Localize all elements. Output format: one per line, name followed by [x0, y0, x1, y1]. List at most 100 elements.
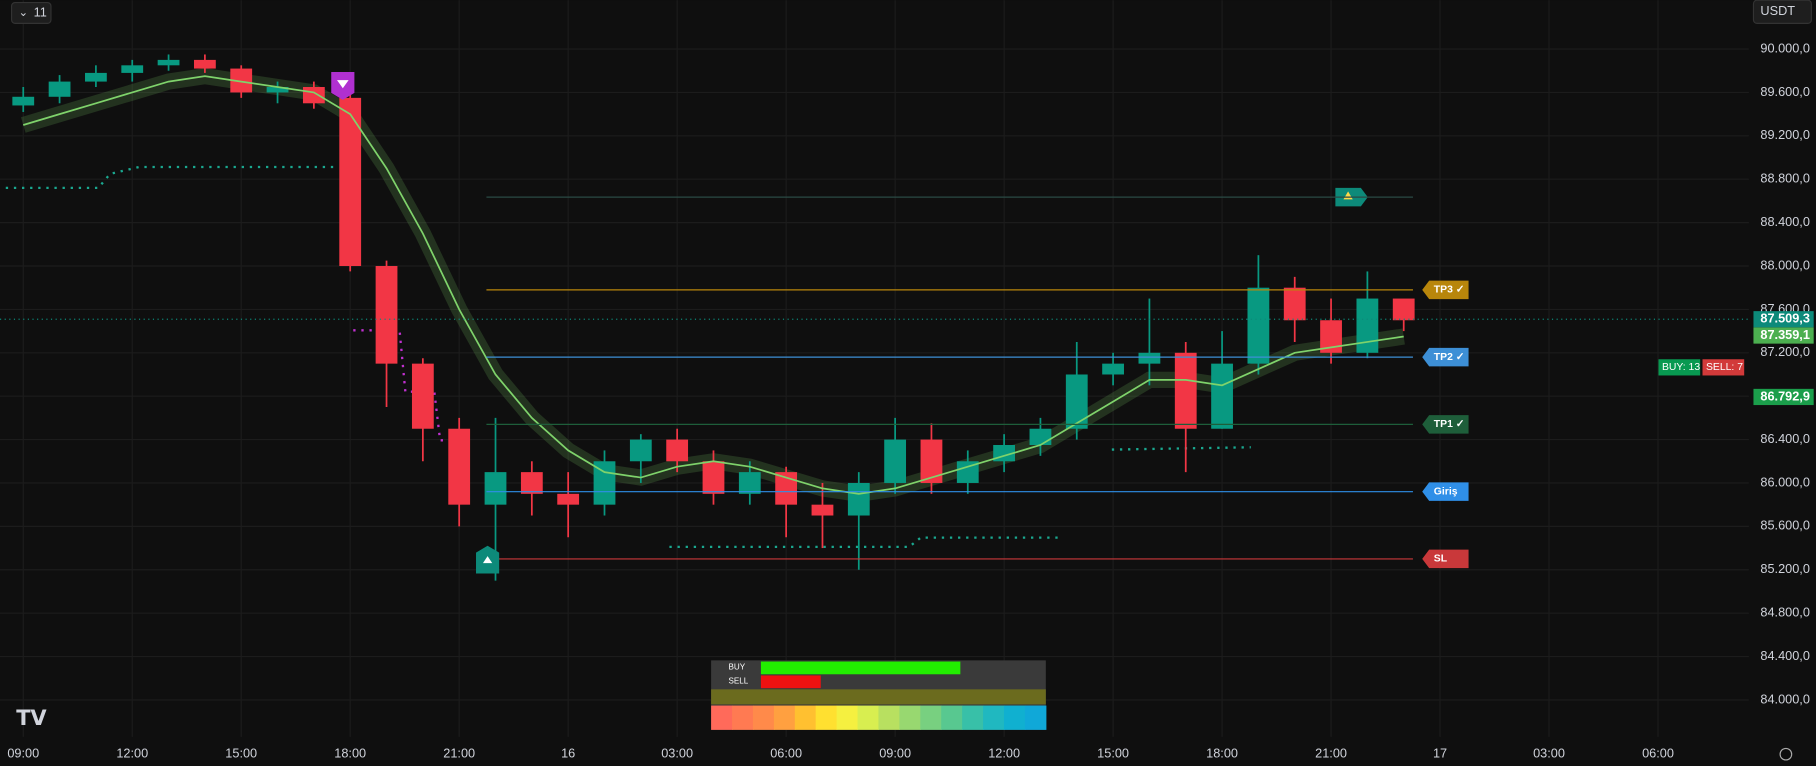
candle-body: [339, 97, 362, 267]
count-badge: [1702, 359, 1745, 376]
candle-body: [448, 428, 471, 505]
level-label: TP3 ✓: [1434, 285, 1465, 296]
settings-icon[interactable]: [1779, 747, 1793, 761]
x-tick-label: 06:00: [770, 746, 802, 761]
strip-cell: [878, 705, 900, 730]
candle-body: [375, 266, 398, 364]
candle-body: [193, 59, 216, 69]
x-tick-label: 15:00: [225, 746, 257, 761]
strip-cell: [773, 705, 796, 730]
candle-body: [121, 65, 144, 73]
x-tick-label: 16: [561, 746, 575, 761]
strip-cell: [794, 705, 817, 730]
strip-cell: [711, 705, 733, 730]
grid: [0, 0, 1749, 737]
price-tag-label: 86.792,9: [1760, 388, 1810, 403]
candle-body: [48, 81, 71, 97]
level-tag: [1422, 280, 1469, 300]
x-tick-label: 21:00: [443, 746, 475, 761]
candle-body: [1211, 363, 1233, 429]
x-tick-label: 12:00: [988, 746, 1020, 761]
candle-body: [520, 472, 543, 494]
candle-body: [1174, 352, 1197, 429]
y-tick-label: 88.000,0: [1760, 257, 1810, 272]
candle-body: [811, 504, 834, 516]
panel-bar: [760, 675, 821, 689]
level-label: Giriş: [1434, 486, 1458, 497]
candle-body: [1320, 320, 1342, 353]
candle-body: [956, 461, 979, 483]
candle-body: [1283, 287, 1306, 321]
candle-body: [1029, 428, 1052, 446]
candle-body: [557, 493, 580, 505]
interval: 11: [34, 4, 47, 19]
level-tag: [1422, 415, 1469, 434]
strip-cell: [983, 705, 1005, 730]
price-tag: [1753, 311, 1814, 328]
candle-body: [230, 68, 253, 93]
strip-cell: [857, 705, 880, 730]
y-tick-label: 85.200,0: [1760, 561, 1810, 576]
panel-row-label: BUY: [728, 662, 745, 671]
candle-body: [884, 439, 907, 483]
plot: TP3 ✓ TP2 ✓ TP1 ✓ Giriş SL BUY: 13 SELL: 7: [0, 54, 1749, 581]
candle-body: [85, 72, 107, 82]
y-tick-label: 88.800,0: [1760, 171, 1810, 186]
x-tick-label: 09:00: [879, 746, 911, 761]
y-tick-label: 84.000,0: [1760, 691, 1810, 706]
signal-panel: BUY SELL: [711, 660, 1047, 730]
panel-bar: [760, 661, 961, 675]
strip-cell: [962, 705, 984, 730]
price-axis: 84.000,0 84.400,0 84.800,0 85.200,0 85.600,0…: [7, 40, 1814, 761]
y-tick-label: 89.600,0: [1760, 84, 1810, 99]
price-tag: [1753, 327, 1814, 344]
interval-button[interactable]: [11, 1, 52, 24]
x-tick-label: 12:00: [116, 746, 148, 761]
panel-volume: [711, 689, 1046, 705]
price-tag: [1753, 388, 1814, 406]
strip-cell: [941, 705, 963, 730]
currency: USDT: [1760, 3, 1795, 18]
strip-cell: [732, 705, 754, 730]
logo: 𝗧𝗩: [16, 707, 47, 730]
candle-body: [738, 472, 761, 494]
candle-body: [775, 472, 798, 505]
y-tick-label: 88.400,0: [1760, 214, 1810, 229]
candle-body: [920, 439, 943, 483]
strip-cell: [836, 705, 859, 730]
strip-cell: [815, 705, 838, 730]
x-tick-label: 18:00: [334, 746, 366, 761]
x-tick-label: 03:00: [1533, 746, 1565, 761]
y-tick-label: 90.000,0: [1760, 40, 1810, 55]
candle-body: [1102, 363, 1124, 375]
count-label: BUY: 13: [1662, 362, 1700, 373]
candle-body: [1392, 298, 1415, 321]
level-tag: [1422, 482, 1469, 501]
candle-body: [702, 461, 725, 494]
count-badge: [1658, 359, 1701, 376]
y-tick-label: 85.600,0: [1760, 518, 1810, 533]
x-tick-label: 18:00: [1206, 746, 1238, 761]
candle-body: [157, 59, 180, 66]
candle-body: [266, 87, 289, 93]
x-tick-label: 15:00: [1097, 746, 1129, 761]
strip-cell: [920, 705, 942, 730]
strip-cell: [1024, 705, 1047, 730]
strip-cell: [1003, 705, 1026, 730]
price-tag-label: 87.509,3: [1760, 311, 1810, 326]
candle-body: [629, 439, 652, 462]
candle-body: [847, 482, 870, 516]
candle-body: [484, 472, 507, 505]
panel-row-label: SELL: [728, 676, 748, 685]
level-tag: [1422, 347, 1469, 367]
count-label: SELL: 7: [1706, 362, 1743, 373]
currency-button[interactable]: [1752, 0, 1812, 24]
x-tick-label: 03:00: [661, 746, 693, 761]
ema-line: [23, 75, 1404, 495]
x-tick-label: 06:00: [1642, 746, 1674, 761]
x-tick-label: 17: [1433, 746, 1447, 761]
price-tag-label: 87.359,1: [1760, 327, 1810, 342]
strip-cell: [752, 705, 775, 730]
chevron: ⌄: [19, 7, 29, 19]
